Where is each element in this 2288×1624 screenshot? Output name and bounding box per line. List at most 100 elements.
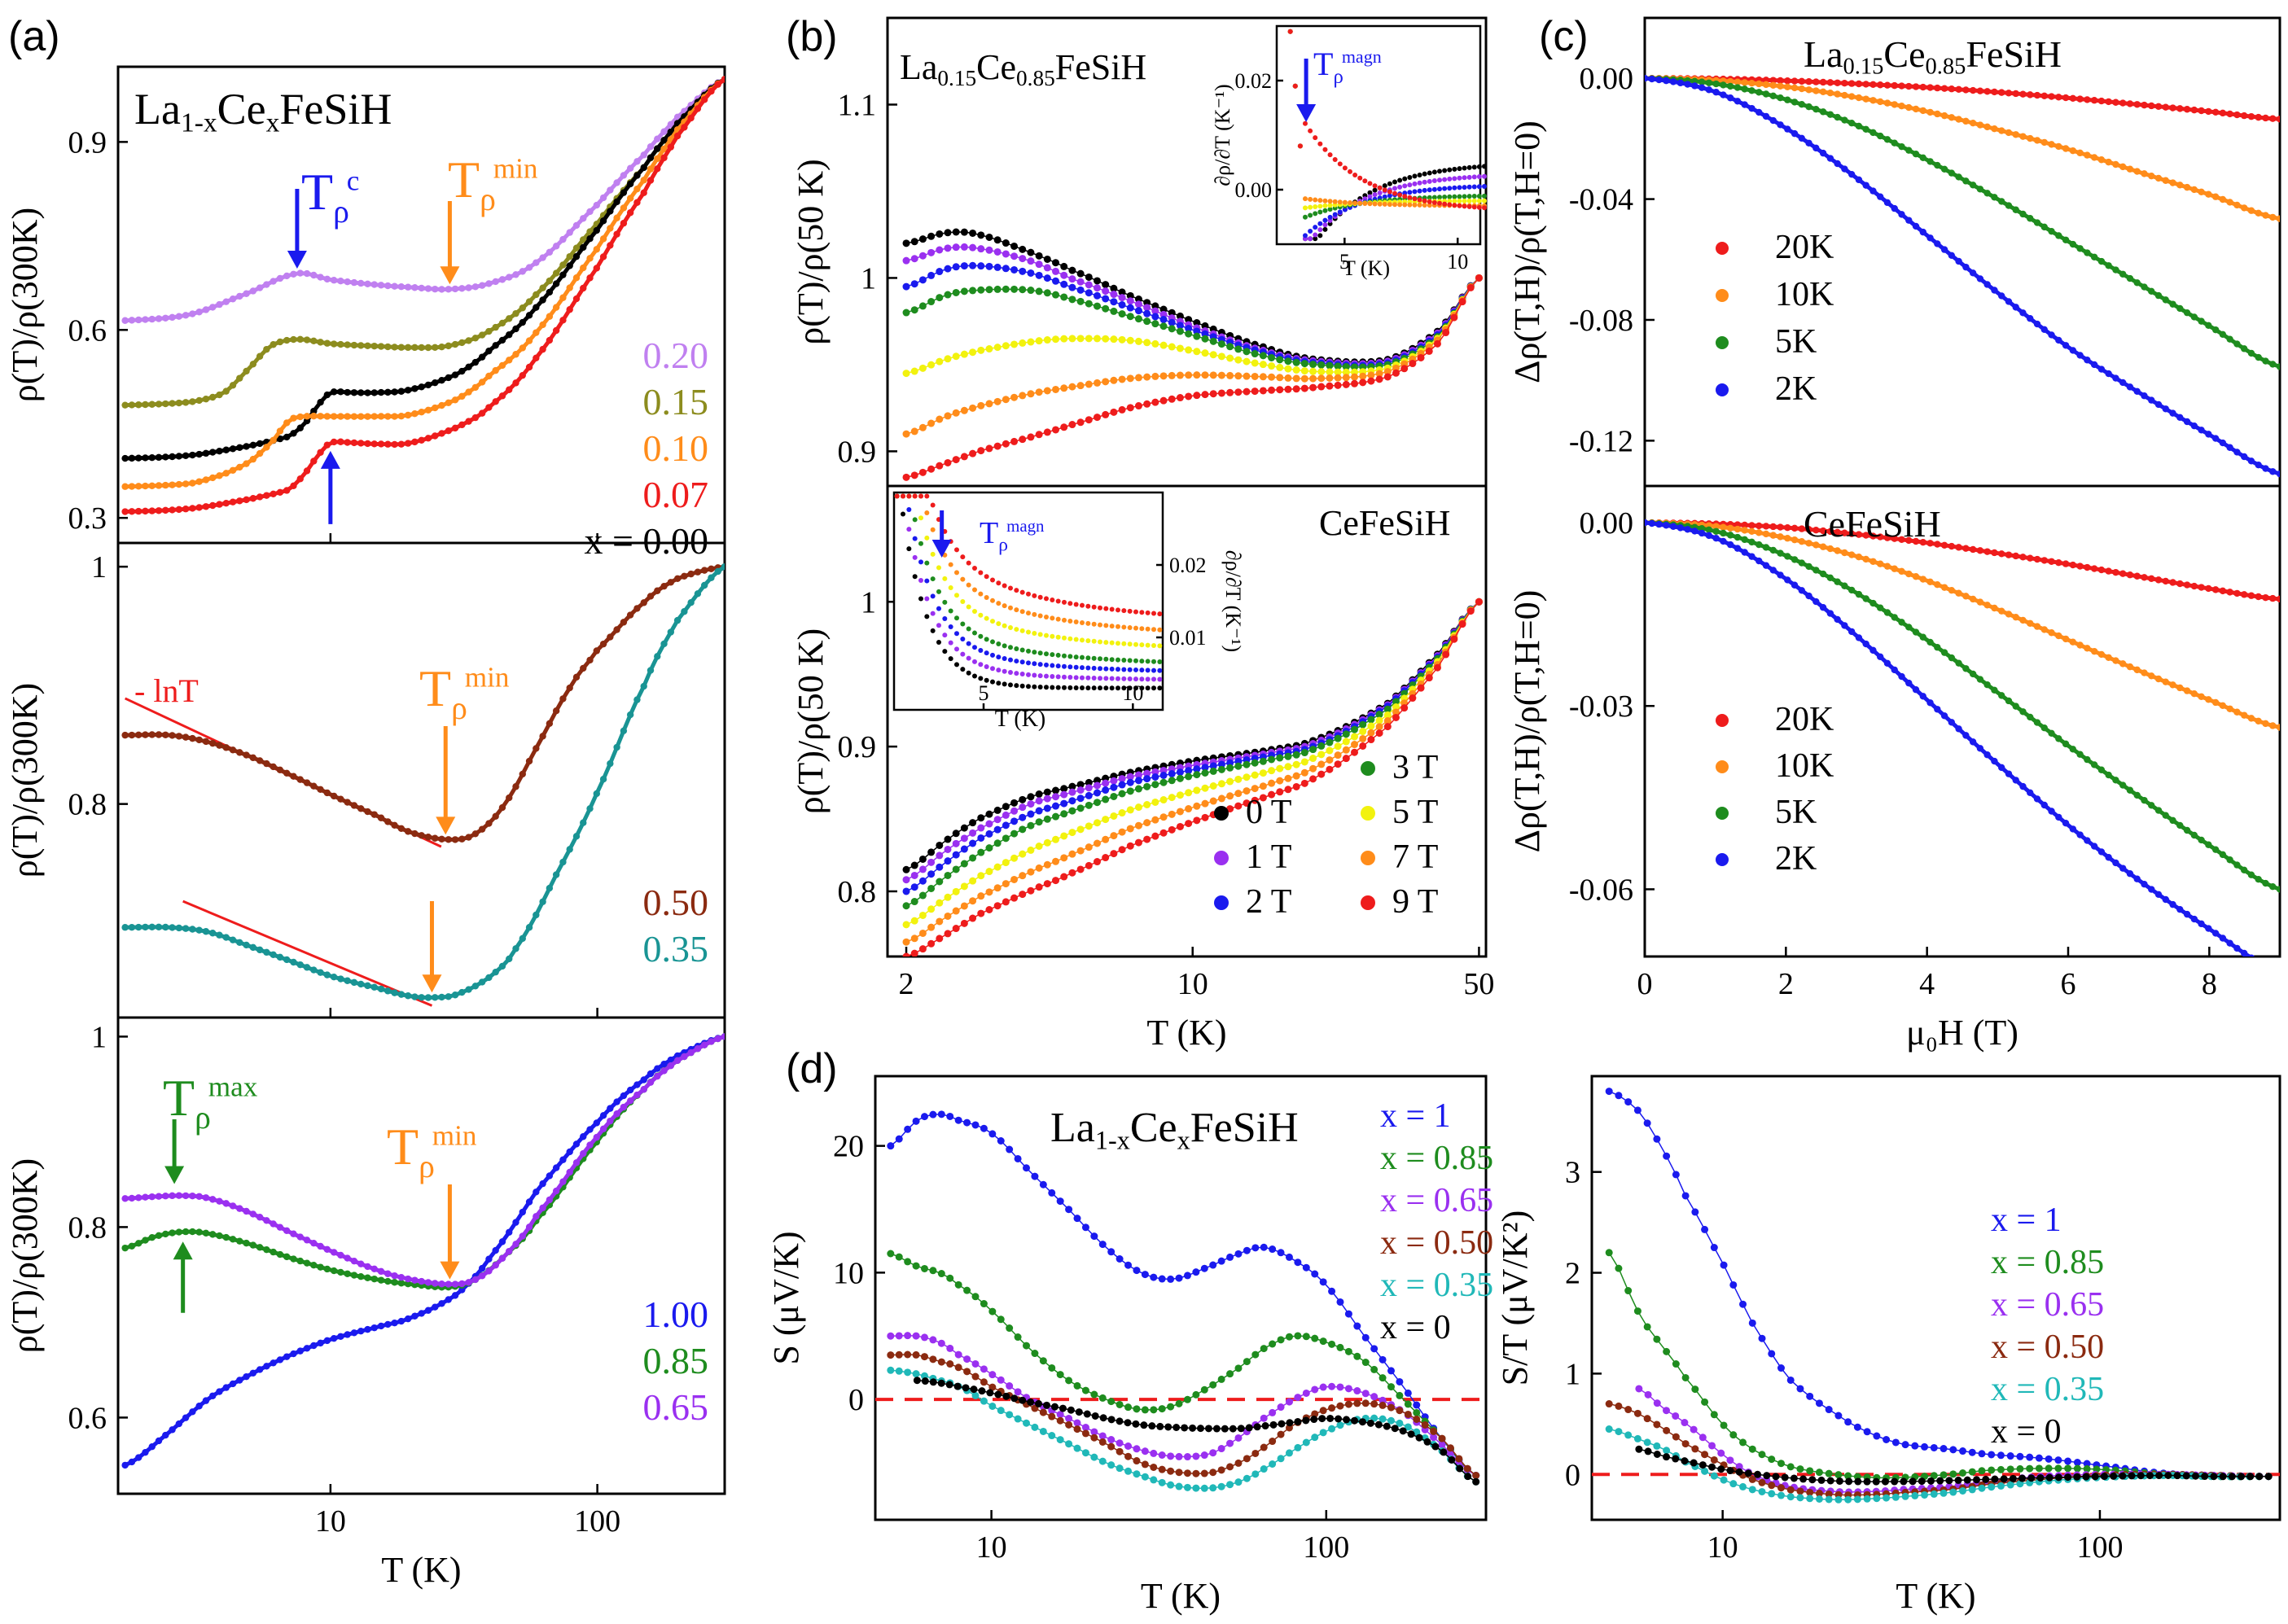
data-point [910, 935, 918, 943]
inset-series [894, 493, 1163, 682]
inset-point [1151, 668, 1156, 673]
inset-point [1085, 620, 1091, 626]
data-point [1133, 1267, 1141, 1275]
xtick-label: 6 [2061, 967, 2076, 1001]
inset-point [1303, 120, 1308, 126]
data-point [1060, 423, 1068, 431]
data-point [2073, 1473, 2081, 1481]
data-point [1409, 694, 1417, 703]
data-point [1815, 1469, 1823, 1477]
data-point [1294, 1258, 1302, 1267]
data-point [1226, 1463, 1234, 1471]
data-point [1143, 835, 1151, 843]
data-point [1126, 842, 1134, 850]
data-point [902, 239, 910, 247]
data-point [918, 865, 927, 873]
inset-point [1417, 188, 1422, 194]
data-point [1251, 387, 1259, 396]
data-point [918, 302, 927, 310]
inset-point [924, 510, 930, 516]
data-point [895, 1332, 903, 1340]
data-point [1067, 1406, 1075, 1414]
inset-point [1055, 616, 1061, 622]
data-point [1351, 725, 1359, 733]
data-point [1342, 738, 1350, 746]
inset-point [918, 559, 923, 565]
data-point [1643, 1438, 1651, 1447]
inset-point [1127, 641, 1133, 647]
inset-point [1080, 665, 1085, 671]
inset-point [1447, 199, 1453, 204]
data-point [1701, 1451, 1709, 1459]
data-point [1226, 388, 1234, 396]
data-point [1353, 1399, 1361, 1407]
inset-point [1133, 641, 1138, 647]
data-point [1328, 1340, 1336, 1348]
data-point [960, 919, 968, 927]
inset-point [1442, 177, 1448, 182]
data-point [1243, 1474, 1251, 1482]
data-point [1317, 770, 1326, 778]
data-point [1175, 1452, 1183, 1460]
inset-point [1026, 591, 1031, 597]
inset-point [1067, 636, 1073, 641]
data-point [1717, 1465, 1725, 1473]
data-point [977, 814, 985, 822]
data-point [1002, 285, 1010, 293]
data-point [1359, 728, 1367, 736]
data-point [954, 1350, 962, 1359]
inset-point [1050, 663, 1055, 668]
data-point [1010, 1394, 1019, 1403]
data-point [1110, 792, 1118, 800]
inset-point [948, 640, 953, 646]
inset-point [1067, 618, 1073, 624]
inset-point [1103, 606, 1109, 611]
data-point [2009, 1474, 2017, 1482]
data-point [1085, 289, 1093, 297]
data-point [1118, 288, 1126, 296]
inset-point [1037, 613, 1043, 619]
data-point [1234, 372, 1243, 380]
data-point [1043, 804, 1051, 812]
data-point [1031, 1350, 1039, 1358]
data-point [1359, 734, 1367, 742]
inset-point [1313, 236, 1318, 242]
inset-point [1382, 201, 1387, 207]
inset-point [1297, 143, 1303, 149]
data-point [1159, 316, 1168, 324]
data-point [1633, 1434, 1641, 1442]
data-point [1342, 730, 1350, 738]
data-point [985, 844, 993, 852]
data-point [1048, 1412, 1056, 1420]
inset-point [1322, 217, 1328, 223]
inset-point [1337, 161, 1343, 167]
inset-point [1037, 594, 1043, 600]
inset-point [1348, 200, 1352, 206]
inset-point [1127, 608, 1133, 614]
data-point [1873, 1495, 1881, 1503]
data-point [977, 872, 985, 880]
data-point [1065, 1206, 1073, 1214]
data-point [910, 471, 918, 479]
data-point [1176, 344, 1184, 352]
inset-point [1317, 209, 1323, 215]
data-point [1093, 335, 1101, 343]
data-point [1748, 1486, 1756, 1494]
data-point [1201, 322, 1209, 330]
data-point [993, 825, 1002, 834]
inset-point [1407, 195, 1413, 200]
inset-point [1133, 658, 1138, 663]
data-point [1151, 798, 1159, 806]
data-point [1039, 1427, 1047, 1435]
data-point [1710, 1244, 1718, 1252]
data-point [2064, 1473, 2072, 1482]
data-point [1930, 1443, 1938, 1451]
data-point [1193, 319, 1201, 327]
data-point [1035, 842, 1043, 850]
inset-point [1327, 199, 1333, 204]
data-point [1183, 1272, 1191, 1280]
inset-point [1008, 625, 1013, 631]
data-point [993, 442, 1002, 450]
data-point [997, 1137, 1005, 1145]
series-line [125, 564, 725, 842]
